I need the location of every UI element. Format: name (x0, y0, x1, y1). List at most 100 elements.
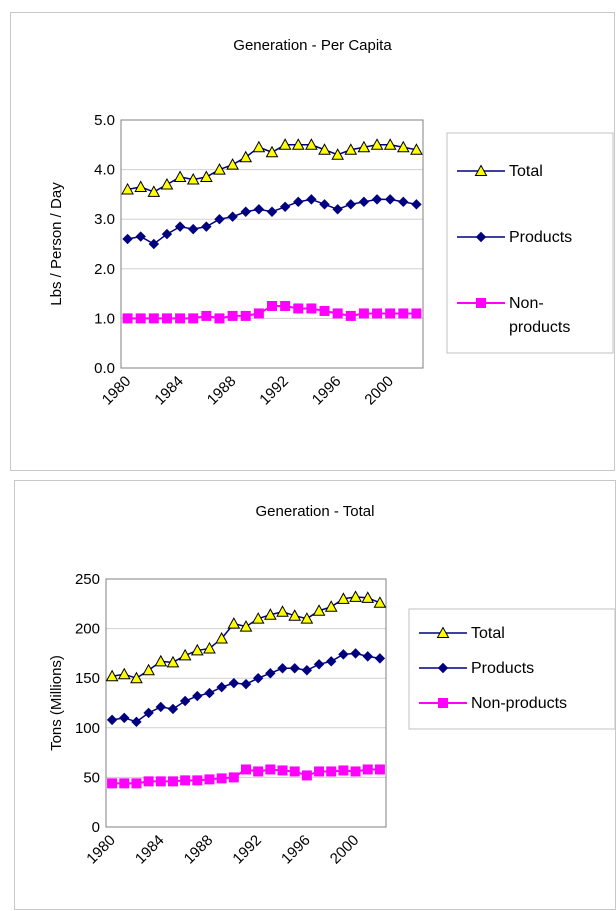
data-point (200, 170, 213, 183)
series-products (106, 648, 386, 728)
data-point (173, 170, 187, 183)
x-tick-label: 1980 (83, 832, 119, 868)
data-point (134, 180, 148, 192)
data-point (252, 140, 266, 153)
data-point (319, 199, 330, 210)
data-point (265, 145, 279, 158)
data-point (362, 764, 373, 775)
data-point (411, 199, 422, 210)
data-point (374, 764, 385, 775)
legend (446, 132, 614, 354)
data-point (135, 231, 146, 242)
data-point (253, 204, 265, 215)
data-point (374, 653, 386, 664)
data-point (215, 631, 228, 644)
data-point (358, 308, 369, 319)
data-point (289, 766, 300, 777)
plot-area (120, 119, 424, 369)
series-total (105, 590, 387, 684)
data-point (384, 194, 396, 205)
data-point (398, 196, 409, 208)
data-point (201, 310, 212, 321)
x-tick-label: 1992 (229, 832, 265, 868)
x-tick-label: 2000 (327, 832, 363, 868)
y-tick-label: 2.0 (94, 261, 115, 278)
data-point (192, 775, 203, 786)
data-point (357, 140, 371, 153)
data-point (161, 228, 173, 240)
data-point (226, 158, 239, 170)
data-point (371, 194, 383, 205)
legend-label: Products (509, 229, 572, 246)
legend-marker (474, 164, 488, 176)
data-point (147, 185, 161, 197)
data-point (411, 308, 422, 319)
series-total (121, 138, 423, 197)
data-point (253, 766, 264, 777)
data-point (278, 138, 292, 150)
data-point (122, 313, 133, 324)
y-tick-label: 0 (92, 819, 100, 836)
data-point (289, 663, 300, 674)
data-point (142, 663, 155, 676)
data-point (279, 201, 291, 213)
data-point (373, 596, 387, 608)
data-point (306, 303, 317, 314)
y-axis-label: Lbs / Person / Day (48, 182, 65, 306)
data-point (117, 667, 131, 680)
legend-label: Total (509, 163, 543, 180)
data-point (204, 774, 215, 785)
data-point (344, 143, 358, 155)
data-point (370, 138, 384, 150)
data-point (396, 140, 410, 153)
data-point (251, 612, 265, 624)
legend-label: Products (471, 660, 534, 677)
data-point (131, 716, 142, 728)
data-point (338, 649, 349, 660)
series-products (122, 194, 422, 250)
data-point (175, 313, 186, 324)
data-point (148, 313, 159, 324)
data-point (130, 671, 143, 684)
data-point (312, 604, 326, 616)
data-point (324, 600, 338, 612)
data-point (167, 776, 178, 787)
x-tick-label: 1980 (99, 373, 135, 409)
data-point (155, 701, 166, 713)
data-point (228, 772, 239, 783)
total-chart: 0 50 100 150 200 250 Tons (Millions) 1980 1984 19… (48, 571, 616, 868)
data-point (337, 592, 350, 604)
data-point (203, 641, 216, 654)
total-chart-panel: Generation - Total 0 50 100 150 200 250 Tons (… (14, 480, 616, 910)
data-point (119, 712, 130, 724)
data-point (214, 213, 225, 225)
data-point (143, 707, 154, 719)
data-point (155, 776, 166, 787)
data-point (216, 681, 227, 693)
y-tick-label: 150 (75, 670, 100, 687)
plot-area (105, 578, 387, 828)
data-point (214, 313, 225, 324)
legend-marker (436, 626, 450, 638)
data-point (154, 654, 168, 667)
data-point (204, 687, 215, 699)
data-point (188, 223, 199, 235)
data-point (349, 590, 362, 602)
data-point (345, 310, 356, 321)
chart-title: Generation - Per Capita (233, 37, 392, 54)
data-point (240, 310, 251, 321)
data-point (180, 775, 191, 786)
data-point (192, 690, 203, 702)
data-point (160, 177, 174, 190)
data-point (277, 663, 288, 674)
data-point (166, 655, 180, 668)
data-point (265, 668, 276, 679)
series-non-products (122, 301, 422, 324)
data-point (135, 313, 146, 324)
data-point (267, 301, 277, 311)
data-point (227, 617, 241, 629)
data-point (326, 766, 337, 777)
per-capita-chart: 0.0 1.0 2.0 3.0 4.0 5.0 Lbs / Person / Day 1980… (48, 112, 614, 409)
data-point (362, 651, 373, 662)
legend-label: Total (471, 625, 505, 642)
